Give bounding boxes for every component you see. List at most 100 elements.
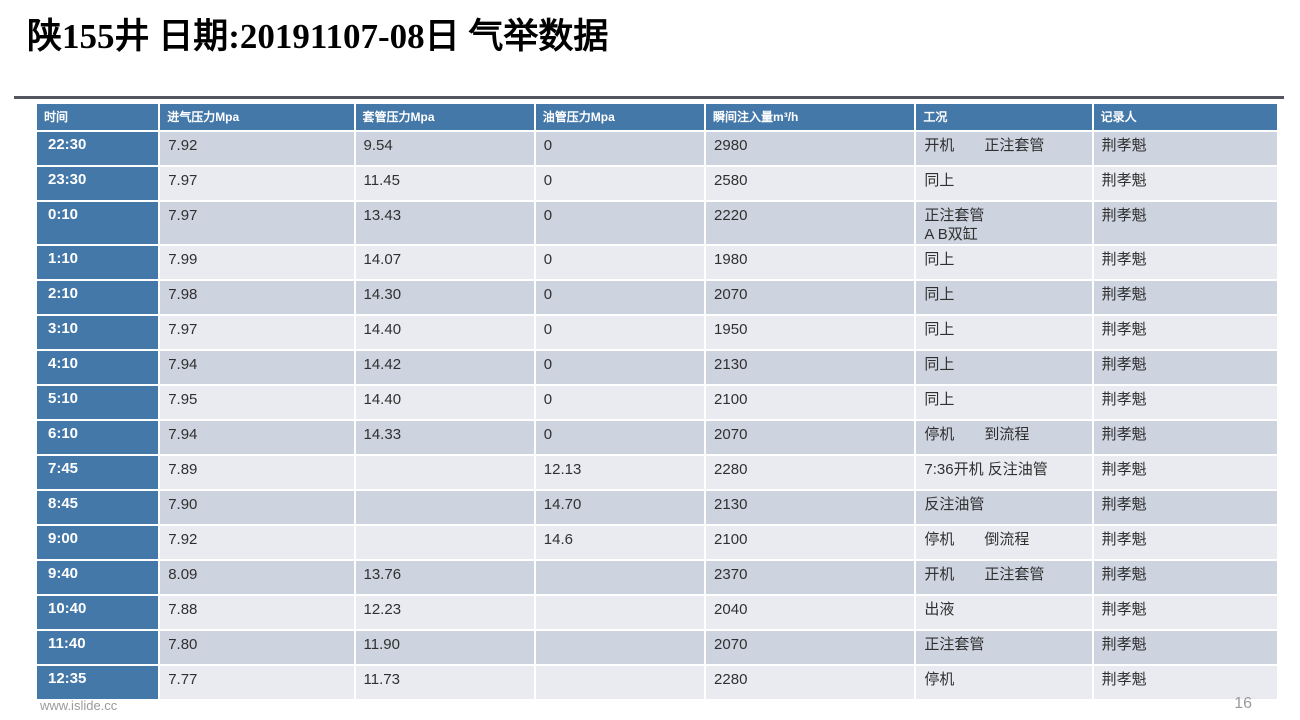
table-row: 11:40 7.80 11.90 2070 正注套管 荆孝魁 bbox=[37, 631, 1277, 664]
time-cell: 7:45 bbox=[37, 456, 159, 489]
column-header-casing-pressure: 套管压力Mpa bbox=[355, 104, 534, 130]
condition-cell: 停机 倒流程 bbox=[916, 526, 1092, 559]
table-body: 22:30 7.92 9.54 0 2980 开机 正注套管 荆孝魁 23:30 7.97 11.… bbox=[37, 132, 1277, 699]
recorder-cell: 荆孝魁 bbox=[1093, 246, 1277, 279]
condition-cell: 同上 bbox=[916, 246, 1092, 279]
casing-pressure-cell: 11.73 bbox=[355, 666, 534, 699]
time-cell: 2:10 bbox=[37, 281, 159, 314]
tubing-pressure-cell: 0 bbox=[535, 167, 705, 200]
time-cell: 6:10 bbox=[37, 421, 159, 454]
injection-rate-cell: 2220 bbox=[706, 202, 915, 244]
condition-cell: 正注套管 A B双缸 bbox=[916, 202, 1092, 244]
table-row: 2:10 7.98 14.30 0 2070 同上 荆孝魁 bbox=[37, 281, 1277, 314]
intake-pressure-cell: 7.89 bbox=[160, 456, 354, 489]
recorder-cell: 荆孝魁 bbox=[1093, 316, 1277, 349]
casing-pressure-cell: 12.23 bbox=[355, 596, 534, 629]
injection-rate-cell: 2980 bbox=[706, 132, 915, 165]
casing-pressure-cell: 9.54 bbox=[355, 132, 534, 165]
injection-rate-cell: 2070 bbox=[706, 281, 915, 314]
tubing-pressure-cell: 0 bbox=[535, 316, 705, 349]
condition-cell: 同上 bbox=[916, 386, 1092, 419]
table-row: 6:10 7.94 14.33 0 2070 停机 到流程 荆孝魁 bbox=[37, 421, 1277, 454]
time-cell: 22:30 bbox=[37, 132, 159, 165]
table-row: 10:40 7.88 12.23 2040 出液 荆孝魁 bbox=[37, 596, 1277, 629]
casing-pressure-cell: 13.76 bbox=[355, 561, 534, 594]
recorder-cell: 荆孝魁 bbox=[1093, 561, 1277, 594]
time-cell: 12:35 bbox=[37, 666, 159, 699]
recorder-cell: 荆孝魁 bbox=[1093, 456, 1277, 489]
intake-pressure-cell: 7.99 bbox=[160, 246, 354, 279]
tubing-pressure-cell bbox=[535, 631, 705, 664]
condition-cell: 同上 bbox=[916, 316, 1092, 349]
time-cell: 4:10 bbox=[37, 351, 159, 384]
table-row: 0:10 7.97 13.43 0 2220 正注套管 A B双缸 荆孝魁 bbox=[37, 202, 1277, 244]
casing-pressure-cell: 14.40 bbox=[355, 386, 534, 419]
column-header-tubing-pressure: 油管压力Mpa bbox=[535, 104, 705, 130]
column-header-time: 时间 bbox=[37, 104, 159, 130]
casing-pressure-cell: 11.45 bbox=[355, 167, 534, 200]
recorder-cell: 荆孝魁 bbox=[1093, 666, 1277, 699]
intake-pressure-cell: 7.88 bbox=[160, 596, 354, 629]
tubing-pressure-cell: 0 bbox=[535, 421, 705, 454]
time-cell: 11:40 bbox=[37, 631, 159, 664]
injection-rate-cell: 2370 bbox=[706, 561, 915, 594]
injection-rate-cell: 2100 bbox=[706, 386, 915, 419]
intake-pressure-cell: 7.97 bbox=[160, 316, 354, 349]
recorder-cell: 荆孝魁 bbox=[1093, 596, 1277, 629]
tubing-pressure-cell: 12.13 bbox=[535, 456, 705, 489]
slide-page-number: 16 bbox=[1234, 695, 1252, 712]
tubing-pressure-cell bbox=[535, 561, 705, 594]
intake-pressure-cell: 7.92 bbox=[160, 526, 354, 559]
casing-pressure-cell: 13.43 bbox=[355, 202, 534, 244]
intake-pressure-cell: 7.95 bbox=[160, 386, 354, 419]
condition-cell: 出液 bbox=[916, 596, 1092, 629]
injection-rate-cell: 2280 bbox=[706, 666, 915, 699]
recorder-cell: 荆孝魁 bbox=[1093, 132, 1277, 165]
tubing-pressure-cell: 0 bbox=[535, 386, 705, 419]
intake-pressure-cell: 7.80 bbox=[160, 631, 354, 664]
condition-cell: 同上 bbox=[916, 351, 1092, 384]
injection-rate-cell: 2130 bbox=[706, 351, 915, 384]
time-cell: 23:30 bbox=[37, 167, 159, 200]
intake-pressure-cell: 7.94 bbox=[160, 421, 354, 454]
tubing-pressure-cell: 0 bbox=[535, 281, 705, 314]
table-row: 4:10 7.94 14.42 0 2130 同上 荆孝魁 bbox=[37, 351, 1277, 384]
table-row: 22:30 7.92 9.54 0 2980 开机 正注套管 荆孝魁 bbox=[37, 132, 1277, 165]
time-cell: 0:10 bbox=[37, 202, 159, 244]
intake-pressure-cell: 7.94 bbox=[160, 351, 354, 384]
injection-rate-cell: 2040 bbox=[706, 596, 915, 629]
table-row: 23:30 7.97 11.45 0 2580 同上 荆孝魁 bbox=[37, 167, 1277, 200]
time-cell: 8:45 bbox=[37, 491, 159, 524]
injection-rate-cell: 1950 bbox=[706, 316, 915, 349]
intake-pressure-cell: 7.98 bbox=[160, 281, 354, 314]
recorder-cell: 荆孝魁 bbox=[1093, 202, 1277, 244]
recorder-cell: 荆孝魁 bbox=[1093, 491, 1277, 524]
casing-pressure-cell: 14.42 bbox=[355, 351, 534, 384]
intake-pressure-cell: 7.77 bbox=[160, 666, 354, 699]
tubing-pressure-cell: 14.6 bbox=[535, 526, 705, 559]
intake-pressure-cell: 8.09 bbox=[160, 561, 354, 594]
time-cell: 5:10 bbox=[37, 386, 159, 419]
tubing-pressure-cell: 0 bbox=[535, 202, 705, 244]
table-row: 9:00 7.92 14.6 2100 停机 倒流程 荆孝魁 bbox=[37, 526, 1277, 559]
casing-pressure-cell bbox=[355, 456, 534, 489]
intake-pressure-cell: 7.92 bbox=[160, 132, 354, 165]
time-cell: 9:40 bbox=[37, 561, 159, 594]
recorder-cell: 荆孝魁 bbox=[1093, 281, 1277, 314]
injection-rate-cell: 1980 bbox=[706, 246, 915, 279]
column-header-intake-pressure: 进气压力Mpa bbox=[160, 104, 354, 130]
casing-pressure-cell: 14.30 bbox=[355, 281, 534, 314]
condition-cell: 7:36开机 反注油管 bbox=[916, 456, 1092, 489]
table-row: 12:35 7.77 11.73 2280 停机 荆孝魁 bbox=[37, 666, 1277, 699]
condition-cell: 开机 正注套管 bbox=[916, 561, 1092, 594]
title-divider-rule bbox=[14, 96, 1284, 99]
page-title: 陕155井 日期:20191107-08日 气举数据 bbox=[27, 17, 609, 56]
casing-pressure-cell bbox=[355, 491, 534, 524]
injection-rate-cell: 2100 bbox=[706, 526, 915, 559]
recorder-cell: 荆孝魁 bbox=[1093, 386, 1277, 419]
table-row: 1:10 7.99 14.07 0 1980 同上 荆孝魁 bbox=[37, 246, 1277, 279]
time-cell: 3:10 bbox=[37, 316, 159, 349]
table-row: 3:10 7.97 14.40 0 1950 同上 荆孝魁 bbox=[37, 316, 1277, 349]
condition-cell: 同上 bbox=[916, 281, 1092, 314]
column-header-recorder: 记录人 bbox=[1093, 104, 1277, 130]
